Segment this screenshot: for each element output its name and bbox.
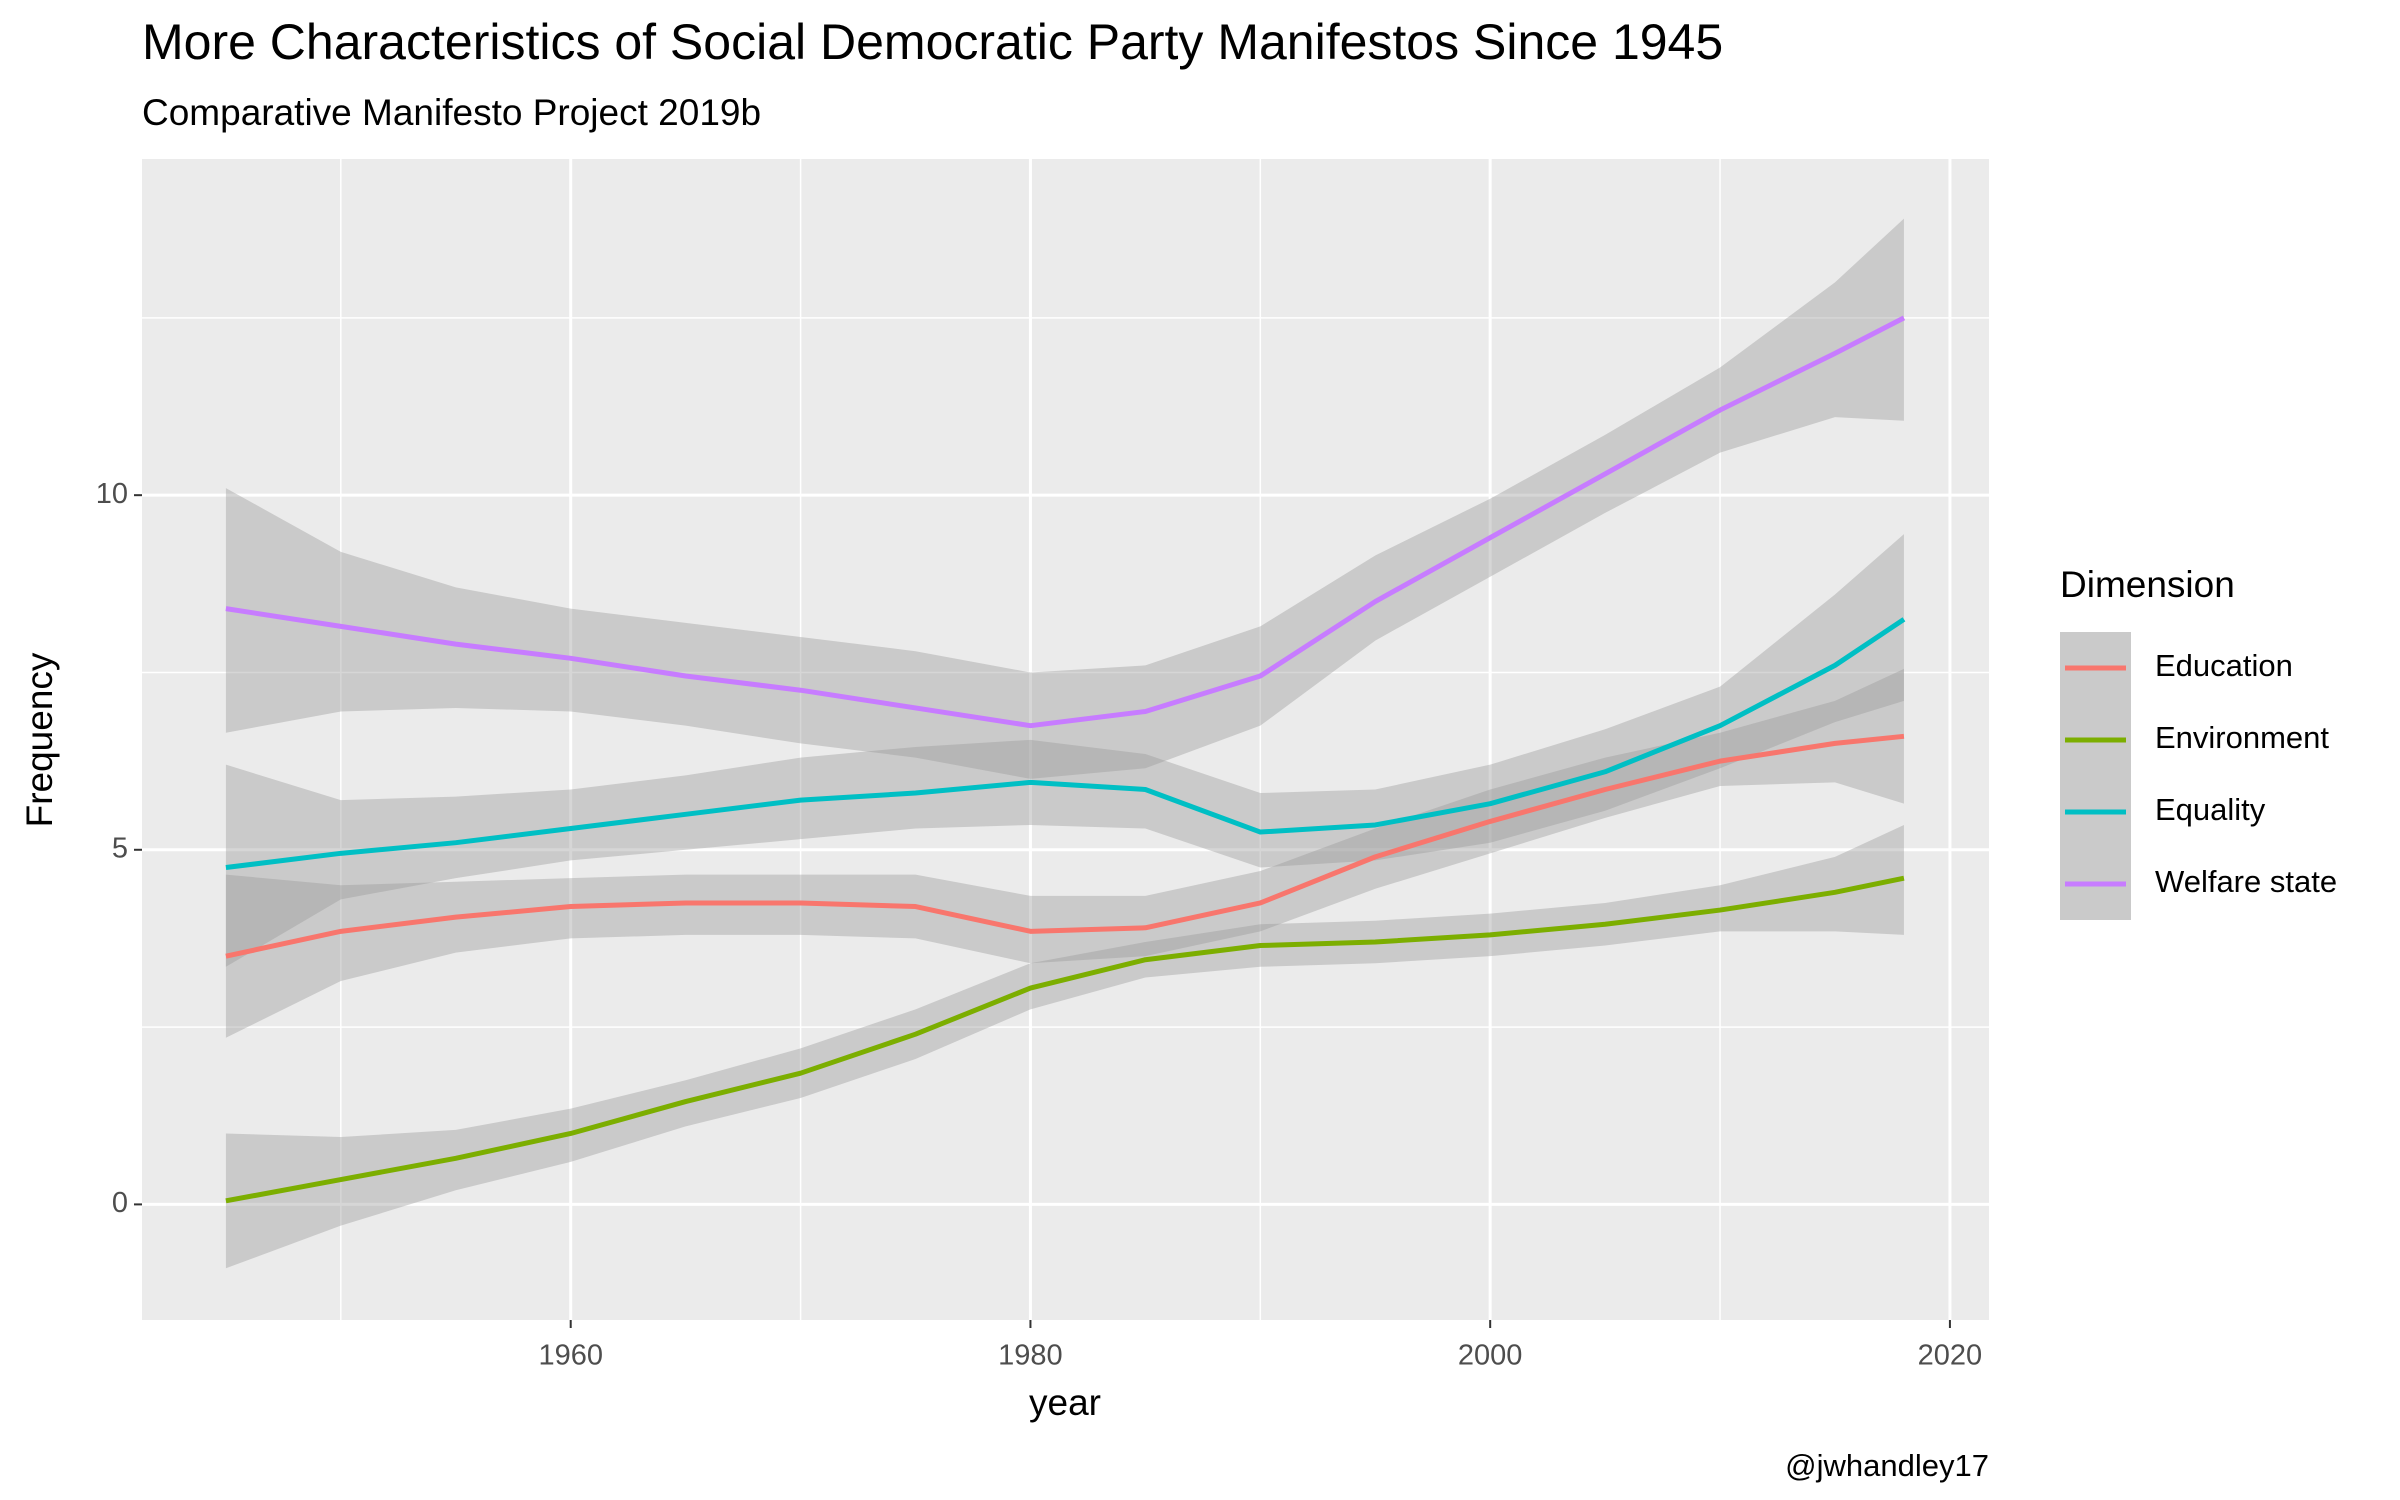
chart-title: More Characteristics of Social Democrati…	[142, 14, 1723, 70]
x-tick-label: 1980	[998, 1340, 1063, 1372]
y-tick-label: 5	[112, 832, 128, 864]
line	[225, 617, 1906, 870]
x-tick-label: 2020	[1918, 1340, 1983, 1372]
y-tick-label: 0	[112, 1187, 128, 1219]
legend-label: Education	[2155, 648, 2293, 683]
confidence-band	[225, 218, 1904, 779]
y-tick-label: 10	[96, 478, 128, 510]
confidence-band	[225, 534, 1904, 967]
caption: @jwhandley17	[1785, 1448, 1989, 1483]
line	[225, 315, 1906, 729]
line	[225, 875, 1905, 1204]
y-axis-title: Frequency	[19, 652, 60, 827]
legend-label: Environment	[2155, 720, 2329, 755]
legend-label: Equality	[2155, 792, 2266, 827]
line	[225, 733, 1905, 959]
x-tick-label: 1960	[538, 1340, 603, 1372]
x-tick-label: 2000	[1458, 1340, 1523, 1372]
legend-label: Welfare state	[2155, 864, 2337, 899]
x-axis-title: year	[1029, 1382, 1101, 1423]
legend-title: Dimension	[2060, 564, 2235, 605]
chart-subtitle: Comparative Manifesto Project 2019b	[142, 92, 761, 133]
